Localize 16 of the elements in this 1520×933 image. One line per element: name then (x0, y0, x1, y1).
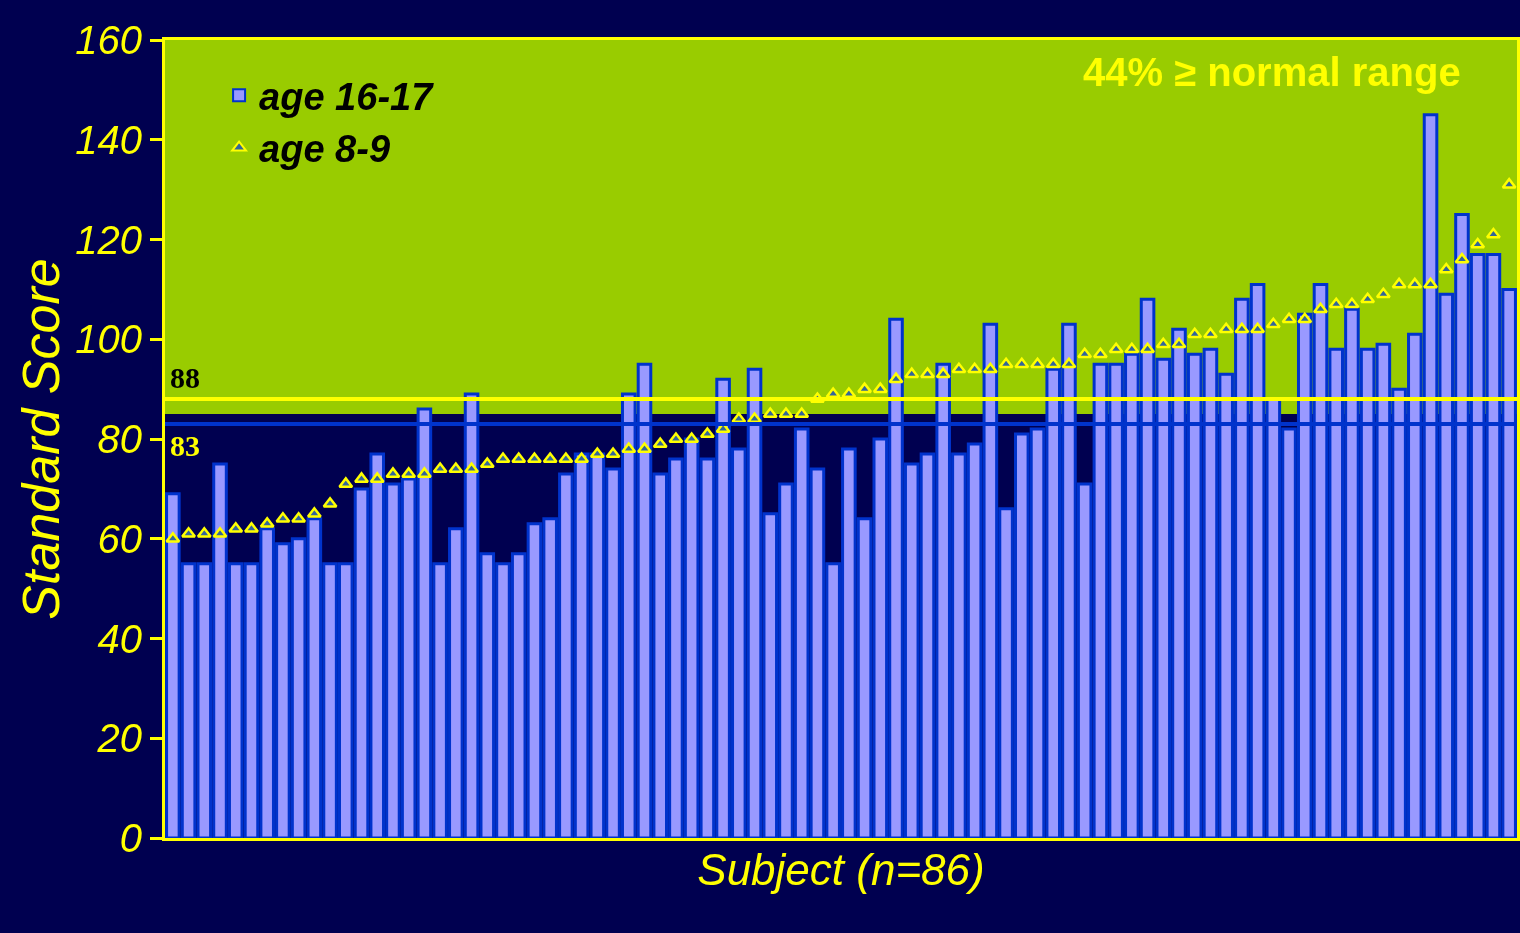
y-tick-label: 160 (75, 18, 142, 62)
annotation: 44% ≥ normal range (1083, 50, 1461, 94)
y-tick-label: 20 (96, 716, 142, 761)
ref-line-label: 88 (170, 361, 200, 394)
y-tick-label: 100 (75, 317, 142, 362)
ref-line-label: 83 (170, 429, 200, 462)
y-tick-label: 40 (97, 616, 142, 661)
legend-label: age 16-17 (259, 75, 435, 118)
y-tick-label: 60 (97, 516, 142, 561)
y-tick-label: 140 (75, 117, 142, 162)
y-tick-label: 120 (75, 217, 142, 262)
legend-label: age 8-9 (259, 128, 391, 171)
y-tick-label: 80 (97, 417, 142, 461)
y-tick-label: 0 (119, 816, 142, 860)
x-axis-title: Subject (n=86) (697, 845, 985, 895)
y-axis-title: Standard Score (11, 258, 70, 620)
